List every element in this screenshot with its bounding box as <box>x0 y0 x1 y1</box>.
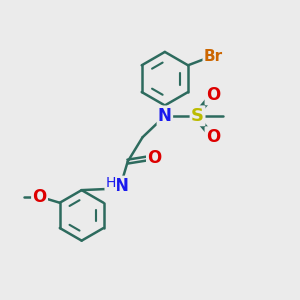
Text: N: N <box>114 177 128 195</box>
Text: O: O <box>206 86 220 104</box>
Text: O: O <box>206 128 220 146</box>
Text: O: O <box>32 188 47 206</box>
Text: O: O <box>147 149 162 167</box>
Text: S: S <box>191 107 204 125</box>
Text: Br: Br <box>204 49 223 64</box>
Text: H: H <box>106 176 116 190</box>
Text: N: N <box>158 107 172 125</box>
